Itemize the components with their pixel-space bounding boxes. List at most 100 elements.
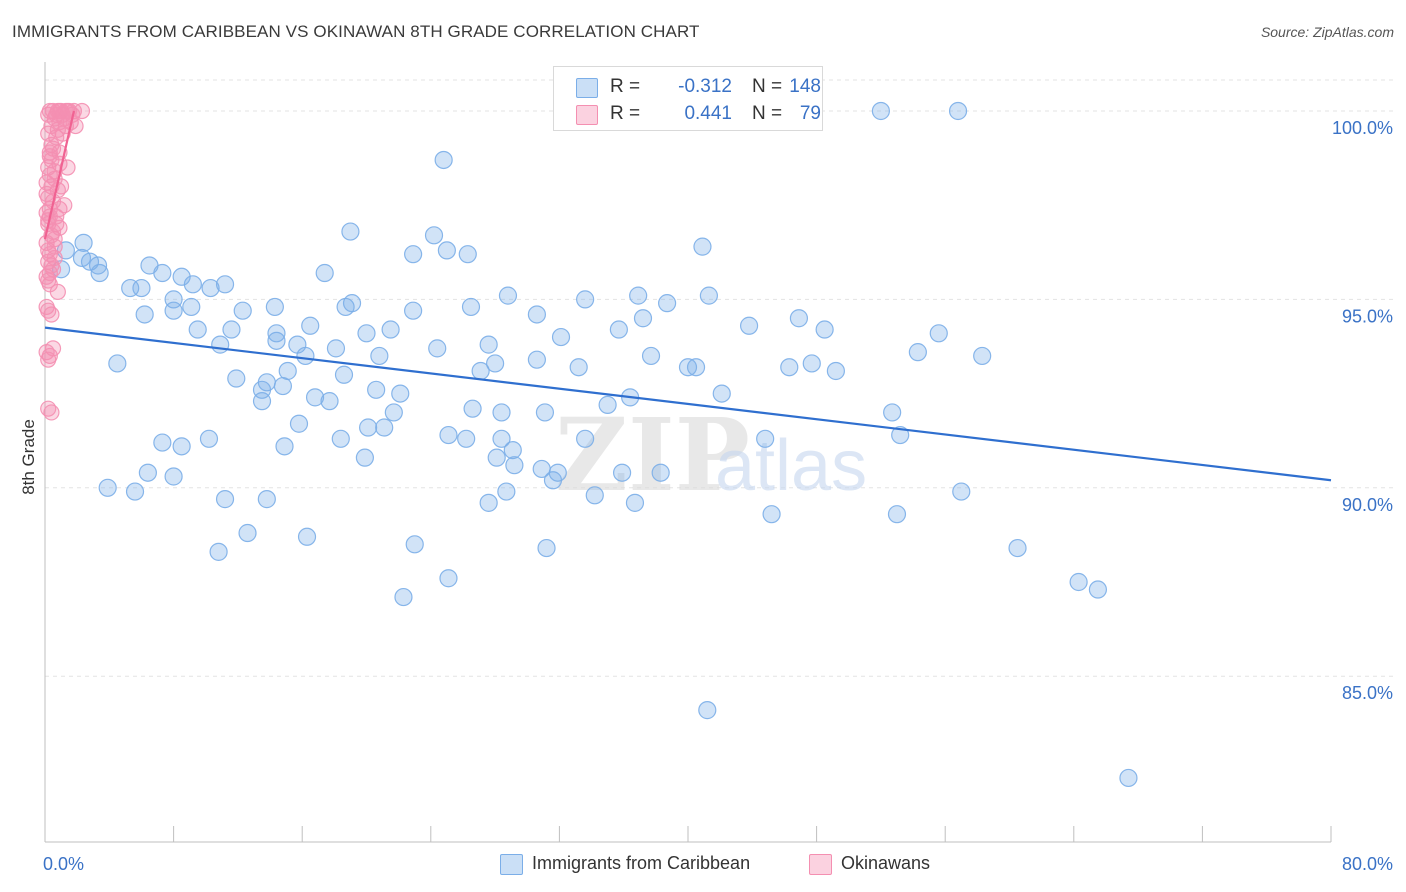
point-caribbean xyxy=(164,467,183,486)
point-caribbean xyxy=(267,331,286,350)
legend-r-label: R = xyxy=(610,103,641,124)
point-caribbean xyxy=(359,418,378,437)
point-caribbean xyxy=(952,482,971,501)
point-caribbean xyxy=(527,305,546,324)
point-caribbean xyxy=(88,256,108,275)
legend-n-label: N = xyxy=(752,103,783,124)
point-caribbean xyxy=(929,324,948,343)
point-caribbean xyxy=(486,354,505,373)
legend-swatch-okinawans xyxy=(576,105,598,125)
point-caribbean xyxy=(334,365,354,384)
point-caribbean xyxy=(135,305,154,324)
trend-lines xyxy=(43,110,1332,482)
point-caribbean xyxy=(498,286,518,305)
point-caribbean xyxy=(394,587,413,607)
point-caribbean xyxy=(458,245,477,264)
point-caribbean xyxy=(439,569,458,588)
point-caribbean xyxy=(537,538,556,558)
point-caribbean xyxy=(301,316,320,335)
point-okinawans xyxy=(41,144,58,161)
point-caribbean xyxy=(908,343,927,362)
point-caribbean xyxy=(424,226,444,245)
point-caribbean xyxy=(492,429,511,448)
point-caribbean xyxy=(215,490,235,509)
point-okinawans xyxy=(38,298,55,316)
point-caribbean xyxy=(802,354,821,373)
point-caribbean xyxy=(164,301,183,320)
point-caribbean xyxy=(1008,538,1027,558)
point-caribbean xyxy=(598,395,617,414)
point-caribbean xyxy=(505,456,524,475)
point-caribbean xyxy=(125,482,145,501)
point-caribbean xyxy=(535,403,555,422)
point-caribbean xyxy=(686,358,706,377)
legend-n-label: N = xyxy=(752,76,783,97)
y-axis-title: 8th Grade xyxy=(19,419,38,495)
point-caribbean xyxy=(342,294,362,313)
point-caribbean xyxy=(698,701,717,720)
point-caribbean xyxy=(182,297,201,317)
point-caribbean xyxy=(341,222,360,241)
point-caribbean xyxy=(183,275,202,294)
point-caribbean xyxy=(153,263,172,283)
legend-n-value: 148 xyxy=(789,76,821,97)
point-caribbean xyxy=(199,429,219,448)
point-okinawans xyxy=(38,185,55,202)
source-credit: Source: ZipAtlas.com xyxy=(1260,24,1394,40)
point-caribbean xyxy=(381,320,400,339)
point-okinawans xyxy=(59,159,76,176)
point-okinawans xyxy=(40,400,57,417)
y-tick-label: 100.0% xyxy=(1332,118,1393,138)
point-caribbean xyxy=(762,505,781,524)
point-caribbean xyxy=(871,101,891,121)
point-caribbean xyxy=(1069,572,1088,592)
series-swatch-caribbean xyxy=(500,854,523,875)
point-caribbean xyxy=(153,433,172,452)
point-caribbean xyxy=(98,478,117,497)
point-caribbean xyxy=(355,448,374,467)
point-caribbean xyxy=(548,463,567,482)
point-caribbean xyxy=(252,392,272,411)
correlation-legend: R = -0.312 N = 148 R = 0.441 N = 79 xyxy=(553,66,823,131)
point-caribbean xyxy=(326,339,346,358)
point-caribbean xyxy=(391,384,410,403)
point-caribbean xyxy=(222,320,241,339)
point-caribbean xyxy=(375,418,394,437)
point-caribbean xyxy=(815,320,834,339)
point-caribbean xyxy=(693,237,712,256)
point-caribbean xyxy=(305,388,325,407)
point-caribbean xyxy=(712,384,731,403)
point-caribbean xyxy=(609,320,628,339)
point-caribbean xyxy=(289,414,309,433)
point-caribbean xyxy=(503,441,522,460)
trend-line-okinawans xyxy=(43,110,76,240)
point-caribbean xyxy=(297,527,317,546)
point-caribbean xyxy=(576,290,595,309)
point-caribbean xyxy=(1088,580,1108,599)
point-caribbean xyxy=(132,278,151,298)
point-caribbean xyxy=(267,324,286,343)
point-caribbean xyxy=(188,320,207,339)
point-okinawans xyxy=(44,340,62,357)
point-caribbean xyxy=(551,327,571,347)
point-caribbean xyxy=(756,429,775,448)
legend-r-value: -0.312 xyxy=(678,76,732,97)
point-caribbean xyxy=(699,286,718,305)
point-caribbean xyxy=(315,263,334,283)
legend-r-value: 0.441 xyxy=(684,103,732,124)
point-caribbean xyxy=(457,429,476,448)
series-label-okinawans: Okinawans xyxy=(841,853,931,873)
y-tick-label: 85.0% xyxy=(1342,683,1393,703)
point-caribbean xyxy=(233,301,252,320)
legend-r-label: R = xyxy=(610,76,641,97)
watermark-zip: ZIP xyxy=(555,396,750,514)
point-caribbean xyxy=(275,437,294,456)
point-caribbean xyxy=(463,399,482,418)
watermark-atlas: atlas xyxy=(715,426,867,506)
point-caribbean xyxy=(405,535,424,554)
y-tick-label: 95.0% xyxy=(1342,306,1393,326)
point-caribbean xyxy=(439,425,458,445)
point-caribbean xyxy=(612,463,632,482)
point-caribbean xyxy=(973,346,992,366)
data-points xyxy=(38,101,1138,788)
